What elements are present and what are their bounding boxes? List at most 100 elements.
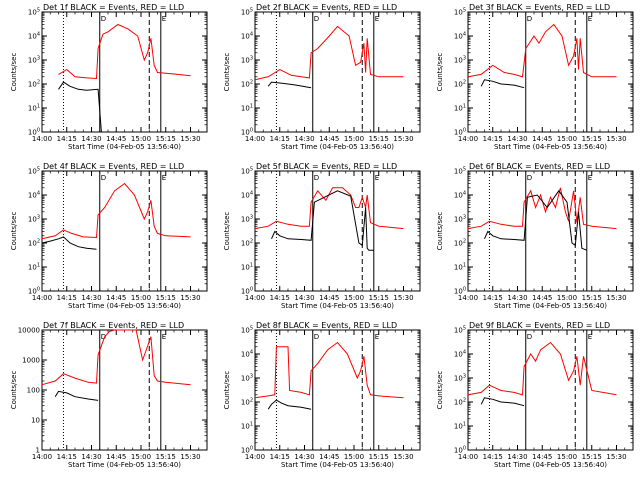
plot-frame <box>41 329 208 451</box>
series-lld <box>254 187 404 230</box>
x-tick-label: 15:30 <box>393 453 413 461</box>
x-tick-label: 15:30 <box>180 453 200 461</box>
y-tick-label: 105 <box>241 167 253 176</box>
x-tick-label: 15:15 <box>156 294 176 302</box>
y-tick-exponent: 2 <box>250 80 253 86</box>
series-lld <box>41 182 191 240</box>
y-tick-label: 100 <box>454 128 466 137</box>
x-tick-label: 14:15 <box>57 453 77 461</box>
marker-d: D <box>527 333 532 341</box>
x-tick-label: 15:30 <box>180 294 200 302</box>
y-tick-exponent: 4 <box>37 32 40 38</box>
x-tick-label: 14:45 <box>532 294 552 302</box>
x-axis-title: Start Time (04-Feb-05 13:56:40) <box>281 302 394 310</box>
x-tick-label: 15:15 <box>369 453 389 461</box>
x-tick-label: 15:15 <box>156 135 176 143</box>
y-tick-exponent: 5 <box>463 8 466 14</box>
y-tick-label: 100 <box>241 128 253 137</box>
y-tick-exponent: 5 <box>37 8 40 14</box>
series-events <box>480 79 525 89</box>
panel-7: 1 10 100 1000 10000 14:00 14:15 14:30 14:45 15:00… <box>10 321 208 469</box>
marker-e: E <box>375 15 379 23</box>
y-tick-exponent: 2 <box>37 80 40 86</box>
y-tick-label: 102 <box>454 398 466 407</box>
y-tick-label: 1000 <box>22 357 40 365</box>
y-tick-label: 101 <box>454 104 466 113</box>
marker-d: D <box>101 174 106 182</box>
x-tick-label: 14:00 <box>245 453 265 461</box>
y-tick-label: 105 <box>241 8 253 17</box>
x-tick-label: 14:00 <box>245 294 265 302</box>
x-tick-label: 14:30 <box>507 294 527 302</box>
y-tick-label: 101 <box>241 263 253 272</box>
series-lld <box>467 341 617 396</box>
y-tick-exponent: 4 <box>463 32 466 38</box>
x-tick-label: 14:45 <box>319 294 339 302</box>
x-tick-label: 14:00 <box>32 453 52 461</box>
x-tick-label: 14:15 <box>270 294 290 302</box>
y-tick-exponent: 1 <box>463 422 466 428</box>
y-tick-exponent: 1 <box>250 422 253 428</box>
series-events <box>267 81 312 89</box>
x-axis-title: Start Time (04-Feb-05 13:56:40) <box>494 143 607 151</box>
marker-e: E <box>375 174 379 182</box>
x-axis-title: Start Time (04-Feb-05 13:56:40) <box>281 461 394 469</box>
plot-frame <box>467 329 634 451</box>
x-tick-label: 14:15 <box>57 294 77 302</box>
y-tick-label: 100 <box>28 287 40 296</box>
y-tick-exponent: 3 <box>250 374 253 380</box>
y-tick-exponent: 4 <box>463 191 466 197</box>
series-lld <box>467 23 617 78</box>
y-axis-title: Counts/sec <box>436 53 444 92</box>
marker-e: E <box>588 174 592 182</box>
x-tick-label: 15:30 <box>180 135 200 143</box>
x-tick-label: 15:15 <box>582 135 602 143</box>
x-tick-label: 14:15 <box>483 294 503 302</box>
y-tick-label: 100 <box>241 287 253 296</box>
x-tick-label: 14:00 <box>458 453 478 461</box>
x-axis-title: Start Time (04-Feb-05 13:56:40) <box>68 461 181 469</box>
x-tick-label: 14:45 <box>106 453 126 461</box>
x-tick-label: 14:45 <box>106 135 126 143</box>
y-tick-exponent: 4 <box>463 350 466 356</box>
x-tick-label: 14:45 <box>532 453 552 461</box>
x-tick-label: 14:45 <box>319 453 339 461</box>
x-tick-label: 14:15 <box>270 453 290 461</box>
y-axis-title: Counts/sec <box>223 371 231 410</box>
y-tick-label: 103 <box>241 215 253 224</box>
x-tick-label: 14:45 <box>319 135 339 143</box>
marker-d: D <box>314 333 319 341</box>
panel-title: Det 3f BLACK = Events, RED = LLD <box>469 3 610 12</box>
y-tick-exponent: 1 <box>37 104 40 110</box>
y-tick-label: 105 <box>28 167 40 176</box>
series-events <box>484 189 587 251</box>
y-tick-label: 105 <box>454 326 466 335</box>
marker-d: D <box>101 333 106 341</box>
y-tick-exponent: 2 <box>37 239 40 245</box>
y-tick-label: 104 <box>241 350 253 359</box>
marker-e: E <box>588 15 592 23</box>
x-tick-label: 14:00 <box>458 135 478 143</box>
y-tick-label: 103 <box>28 215 40 224</box>
series-lld <box>254 25 404 81</box>
y-tick-exponent: 2 <box>463 239 466 245</box>
y-tick-exponent: 1 <box>463 104 466 110</box>
series-events <box>480 397 525 407</box>
y-tick-exponent: 5 <box>250 326 253 332</box>
y-axis-title: Counts/sec <box>10 212 18 251</box>
y-axis-title: Counts/sec <box>436 371 444 410</box>
y-tick-label: 104 <box>241 191 253 200</box>
marker-e: E <box>162 333 166 341</box>
y-tick-exponent: 3 <box>250 56 253 62</box>
panel-title: Det 9f BLACK = Events, RED = LLD <box>469 321 610 330</box>
series-events <box>267 399 312 410</box>
series-lld <box>41 329 191 386</box>
y-axis-title: Counts/sec <box>10 371 18 410</box>
y-tick-label: 103 <box>241 374 253 383</box>
x-axis-title: Start Time (04-Feb-05 13:56:40) <box>494 302 607 310</box>
panel-title: Det 5f BLACK = Events, RED = LLD <box>256 162 397 171</box>
